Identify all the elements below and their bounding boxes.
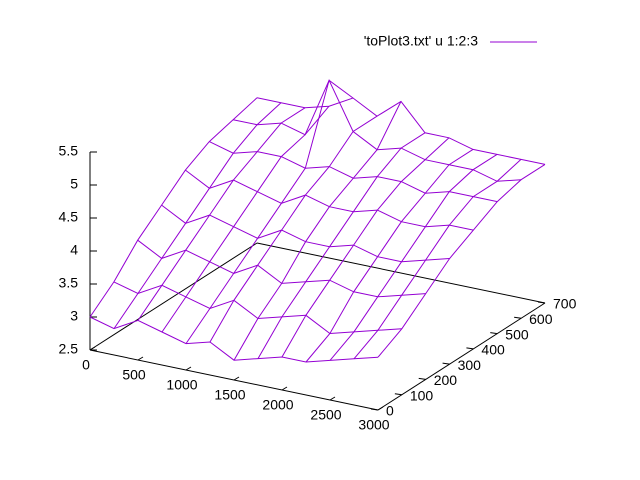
x-tick-label: 2000 <box>262 397 293 413</box>
mesh-column <box>161 105 330 333</box>
base-edge <box>256 242 546 304</box>
x-tick <box>89 346 96 351</box>
mesh-column <box>233 101 402 361</box>
mesh-column <box>89 97 258 318</box>
mesh-row <box>256 97 546 165</box>
z-tick-label: 3 <box>70 308 78 324</box>
y-tick <box>418 377 426 380</box>
y-tick-label: 600 <box>529 311 553 327</box>
z-tick-label: 5.5 <box>59 143 79 159</box>
y-tick-label: 500 <box>505 326 529 342</box>
y-tick <box>490 332 498 335</box>
mesh-column <box>329 153 498 361</box>
mesh-column <box>281 137 450 358</box>
y-tick-label: 200 <box>434 372 458 388</box>
x-tick-label: 3000 <box>358 417 389 433</box>
z-tick-label: 4.5 <box>59 209 79 225</box>
mesh-row <box>209 141 498 203</box>
y-tick <box>537 301 546 304</box>
y-axis <box>377 302 546 411</box>
y-tick <box>466 347 474 350</box>
z-tick-label: 2.5 <box>59 341 79 357</box>
y-tick <box>442 362 450 365</box>
x-tick-label: 2500 <box>310 407 341 423</box>
x-tick <box>281 386 288 391</box>
mesh-row <box>185 169 474 231</box>
mesh-column <box>257 132 426 359</box>
z-tick-label: 4 <box>70 242 78 258</box>
x-tick <box>233 376 240 381</box>
mesh-column <box>209 115 378 343</box>
base-edge <box>89 242 258 351</box>
mesh-column <box>113 102 282 329</box>
y-tick-label: 0 <box>386 403 394 419</box>
y-tick-label: 300 <box>458 357 482 373</box>
mesh-column <box>305 148 474 363</box>
y-tick <box>514 316 522 319</box>
x-tick <box>185 366 192 371</box>
y-tick <box>394 393 402 396</box>
x-tick-label: 500 <box>122 367 146 383</box>
y-tick-label: 700 <box>553 296 577 312</box>
mesh-column <box>137 107 306 321</box>
x-tick-label: 1000 <box>166 377 197 393</box>
x-tick-label: 1500 <box>214 387 245 403</box>
y-tick-label: 100 <box>410 387 434 403</box>
mesh-row <box>113 281 402 335</box>
z-tick-label: 5 <box>70 176 78 192</box>
mesh-column <box>185 79 354 344</box>
y-tick-label: 400 <box>481 342 505 358</box>
x-tick <box>137 356 144 361</box>
legend-label: 'toPlot3.txt' u 1:2:3 <box>364 33 479 49</box>
y-tick <box>370 408 379 411</box>
mesh-column <box>377 163 546 358</box>
z-tick-label: 3.5 <box>59 275 79 291</box>
x-tick <box>329 396 336 401</box>
x-tick-label: 0 <box>82 357 90 373</box>
mesh-column <box>353 159 522 360</box>
x-tick <box>377 406 384 411</box>
